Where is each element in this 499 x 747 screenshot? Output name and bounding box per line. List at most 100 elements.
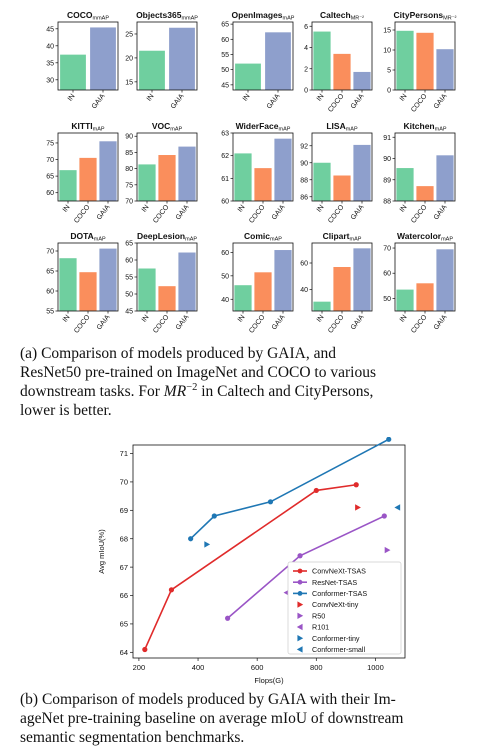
subchart-title-text: VOC: [152, 121, 170, 131]
x-tick-label: COCO: [248, 313, 267, 334]
x-tick-label: IN: [316, 314, 326, 324]
subchart-title-metric: mmAP: [93, 16, 110, 22]
subchart-title-text: Kitchen: [403, 121, 434, 131]
x-tick-label: IN: [141, 204, 151, 214]
subchart-title-text: DOTA: [70, 231, 93, 241]
y-tick-label: 40: [300, 287, 308, 294]
subchart-title-text: KITTI: [71, 121, 92, 131]
y-tick-label: 89: [383, 177, 391, 184]
data-point: [267, 499, 274, 505]
subchart-widerface: WiderFacemAP IN COCO GAIA 60 61 62 63: [221, 121, 294, 225]
legend-label: ConvNeXt-TSAS: [312, 567, 366, 576]
subchart-objects365: Objects365mmAP IN GAIA 15 20 25: [125, 10, 198, 110]
data-point: [211, 513, 217, 519]
subchart-title-metric: mAP: [435, 127, 447, 133]
bar-in: [313, 301, 331, 311]
y-tick-label: 61: [221, 176, 229, 183]
series-conformer-tsas: [188, 437, 392, 542]
legend-item-conformer-small: Conformer-small: [296, 645, 366, 654]
bar-coco: [158, 286, 176, 311]
subchart-title: KITTImAP: [71, 121, 105, 133]
subchart-deeplesion: DeepLesionmAP IN COCO GAIA 45 50 55 60 65: [125, 231, 198, 335]
legend-label: ResNet-TSAS: [312, 578, 357, 587]
series-line: [190, 438, 390, 540]
bar-in: [138, 164, 156, 201]
subchart-title-text: CityPersons: [394, 10, 444, 20]
bar-gaia: [353, 71, 371, 90]
subchart-frame: [57, 132, 119, 202]
subchart-frame: [232, 21, 294, 91]
bar-gaia: [90, 27, 116, 90]
legend-item-conformer-tsas: Conformer-TSAS: [293, 589, 367, 598]
y-tick-label: 0: [304, 88, 308, 95]
bar-in: [59, 170, 77, 201]
y-tick-label: 60: [125, 258, 133, 265]
y-tick-label: 65: [46, 269, 54, 276]
caption-b: (b) Comparison of models produced by GAI…: [20, 690, 490, 747]
bar-gaia: [353, 248, 371, 311]
x-tick-label: 400: [192, 663, 205, 672]
x-tick-label: IN: [67, 93, 77, 103]
subchart-frame: [394, 132, 456, 202]
subchart-voc: VOCmAP IN COCO GAIA 70 75 80 85 90: [125, 121, 198, 225]
subchart-frame: [136, 21, 198, 91]
x-axis-label: Flops(G): [254, 676, 284, 685]
subchart-title: OpenImagesmAP: [232, 10, 295, 22]
subchart-title: Objects365mmAP: [136, 10, 198, 22]
y-tick-label: 92: [300, 143, 308, 150]
x-tick-label: GAIA: [175, 314, 191, 332]
marker-point: [204, 541, 211, 548]
marker-point: [384, 546, 391, 554]
subchart-frame: [394, 21, 456, 91]
y-tick-label: 60: [383, 271, 391, 278]
data-point: [381, 513, 387, 519]
y-tick-label: 90: [300, 160, 308, 167]
subchart-title-text: COCO: [67, 10, 93, 20]
x-tick-label: 600: [251, 663, 264, 672]
bar-coco: [416, 283, 434, 311]
x-tick-label: IN: [316, 204, 326, 214]
figure-b-line-chart: 200 400 600 800 1000 64 65 66 67 68 69 70 71 Flops(G)…: [97, 437, 406, 685]
bar-coco: [333, 175, 351, 201]
legend-label: Conformer-tiny: [312, 634, 360, 643]
y-tick-label: 70: [46, 157, 54, 164]
y-tick-label: 4: [304, 45, 308, 52]
legend-box: [287, 561, 402, 655]
y-tick-label: 55: [125, 275, 133, 282]
subchart-title-metric: mAP: [93, 127, 105, 133]
x-tick-label: GAIA: [96, 314, 112, 332]
bar-gaia: [436, 49, 454, 90]
y-tick-label: 50: [125, 292, 133, 299]
y-tick-label: 63: [221, 131, 229, 138]
x-tick-label: IN: [399, 314, 409, 324]
subchart-title-text: WiderFace: [236, 121, 279, 131]
subchart-frame: [232, 242, 294, 312]
x-tick-label: COCO: [327, 203, 346, 224]
y-tick-label: 71: [120, 449, 128, 458]
x-tick-label: COCO: [73, 203, 92, 224]
bar-coco: [79, 157, 97, 201]
y-tick-label: 45: [221, 82, 229, 89]
y-tick-label: 65: [221, 22, 229, 29]
x-tick-label: COCO: [410, 92, 429, 113]
y-tick-label: 45: [46, 26, 54, 33]
subchart-frame: [311, 242, 373, 312]
data-point: [297, 553, 303, 559]
subchart-title-metric: mAP: [283, 16, 295, 22]
subchart-title-metric: mAP: [350, 237, 362, 243]
y-tick-label: 25: [125, 31, 133, 38]
x-tick-label: GAIA: [175, 204, 191, 222]
x-tick-label: GAIA: [433, 204, 449, 222]
subchart-title-metric: mAP: [94, 237, 106, 243]
caption-a-math-sup: −2: [186, 381, 198, 393]
subchart-title: DOTAmAP: [70, 231, 106, 243]
bar-in: [396, 289, 414, 311]
subchart-title: WatercolormAP: [397, 231, 453, 243]
y-tick-label: 65: [125, 241, 133, 248]
legend-item-convnext-tiny: ConvNeXt-tiny: [297, 600, 359, 609]
bar-gaia: [178, 252, 196, 311]
y-tick-label: 90: [383, 156, 391, 163]
legend-item-convnext-tsas: ConvNeXt-TSAS: [293, 567, 366, 576]
x-tick-label: GAIA: [170, 93, 186, 111]
subchart-title: CaltechMR⁻²: [320, 10, 364, 22]
